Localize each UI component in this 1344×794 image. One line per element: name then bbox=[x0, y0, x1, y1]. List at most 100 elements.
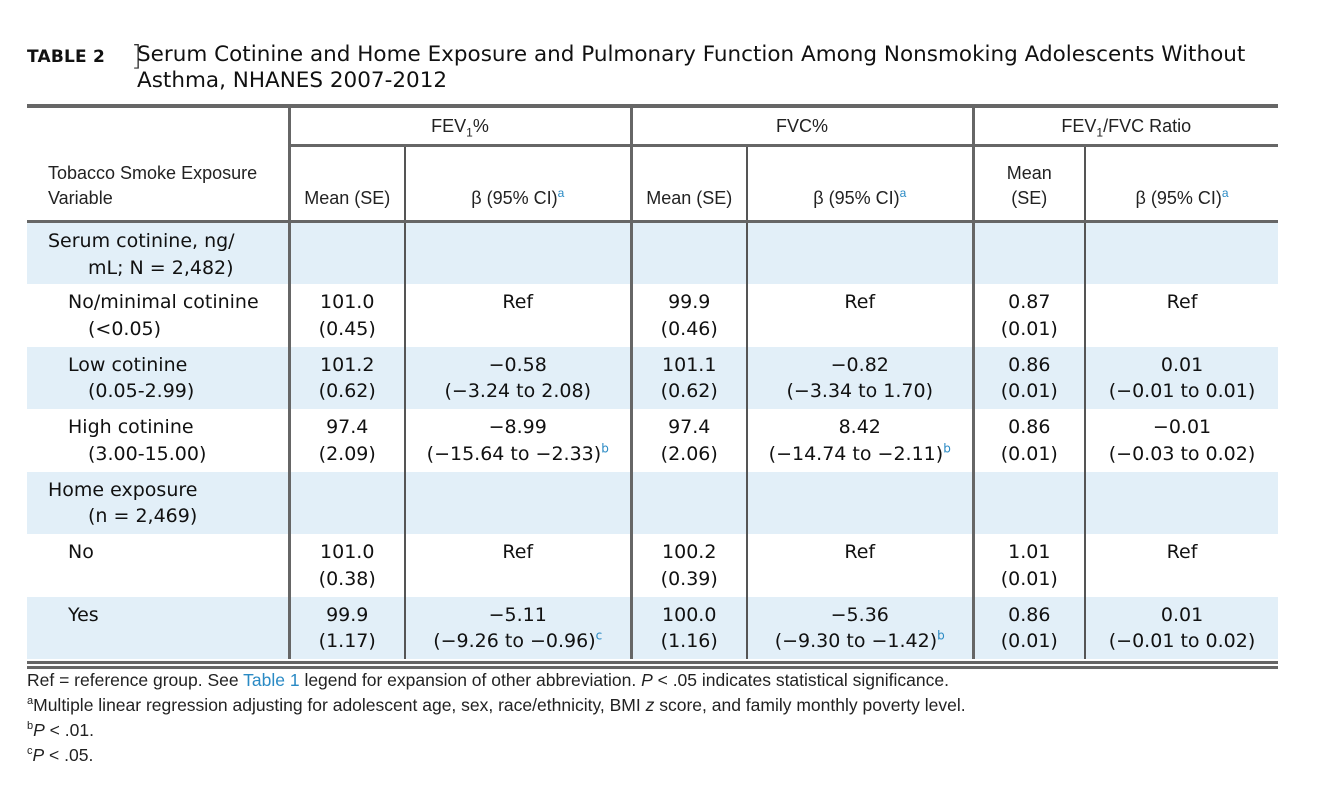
cell-ci: (−14.74 to −2.11) bbox=[768, 442, 944, 465]
footnote-a: aMultiple linear regression adjusting fo… bbox=[27, 695, 966, 715]
table-cell bbox=[971, 471, 1086, 534]
cell-ci: (0.39) bbox=[660, 567, 718, 590]
section-row: Serum cotinine, ng/mL; N = 2,482) bbox=[27, 221, 1279, 284]
cell-ci: (−9.26 to −0.96) bbox=[433, 630, 596, 652]
table-cell: Ref bbox=[404, 534, 631, 597]
cell-value: Ref bbox=[502, 541, 534, 563]
cell-value: Ref bbox=[844, 291, 876, 313]
table-cell: Ref bbox=[1084, 534, 1279, 597]
cell-value: −5.36 bbox=[830, 603, 889, 626]
cell-ci: (0.01) bbox=[1000, 567, 1058, 590]
cell-value: 8.42 bbox=[838, 416, 881, 438]
cell-ci: (−3.24 to 2.08) bbox=[444, 380, 591, 402]
row-label-line1: Serum cotinine, ng/ bbox=[48, 230, 235, 252]
footnote-ref: Ref = reference group. See Table 1 legen… bbox=[27, 670, 949, 690]
row-label: Yes bbox=[27, 596, 289, 659]
footnote-b: bP < .01. bbox=[27, 720, 94, 740]
row-label-line2: (3.00-15.00) bbox=[88, 442, 207, 465]
row-label-line1: No/minimal cotinine bbox=[68, 291, 259, 313]
cell-ci: (−15.64 to −2.33) bbox=[426, 442, 602, 465]
cell-ci: (0.01) bbox=[1000, 317, 1058, 340]
cell-ci: (0.01) bbox=[1000, 442, 1058, 465]
header-col-mean-se: Mean (SE) bbox=[629, 145, 747, 222]
header-column-row: Tobacco Smoke Exposure Variable Mean (SE… bbox=[27, 145, 1279, 222]
row-label: High cotinine (3.00-15.00) bbox=[27, 409, 289, 472]
table-cell bbox=[629, 471, 747, 534]
table-cell: −0.58 (−3.24 to 2.08) bbox=[404, 346, 631, 409]
table-cell: −5.36 (−9.30 to −1.42)b bbox=[745, 596, 974, 659]
table-label: TABLE 2 bbox=[27, 47, 105, 67]
data-table-container: FEV1% FVC% FEV1/FVC Ratio Tobacco Smoke … bbox=[27, 104, 1279, 669]
table-cell: 0.01 (−0.01 to 0.01) bbox=[1084, 346, 1279, 409]
table-cell: 1.01 (0.01) bbox=[971, 534, 1086, 597]
row-label: Low cotinine (0.05-2.99) bbox=[27, 346, 289, 409]
row-label-line1: Yes bbox=[68, 603, 99, 626]
cell-ci: (1.16) bbox=[660, 630, 718, 652]
row-label-line2: (0.05-2.99) bbox=[88, 380, 195, 402]
table1-link[interactable]: Table 1 bbox=[243, 670, 300, 690]
cell-value: −0.01 bbox=[1152, 416, 1212, 438]
header-group-row: FEV1% FVC% FEV1/FVC Ratio bbox=[27, 108, 1279, 147]
bottom-rule bbox=[27, 661, 1278, 664]
footnote-c: cP < .05. bbox=[27, 745, 94, 765]
table-cell: 8.42 (−14.74 to −2.11)b bbox=[745, 409, 974, 472]
cell-value: 0.86 bbox=[1008, 416, 1051, 438]
table-row: No/minimal cotinine (<0.05) 101.0 (0.45) Ref… bbox=[27, 284, 1279, 347]
table-cell bbox=[287, 221, 405, 284]
cell-value: −8.99 bbox=[488, 416, 547, 438]
footnote-marker: b bbox=[937, 628, 945, 643]
cell-value: 0.01 bbox=[1160, 353, 1204, 376]
row-label: Home exposure (n = 2,469) bbox=[27, 471, 289, 534]
table-cell: Ref bbox=[745, 284, 974, 347]
table-cell: 99.9 (1.17) bbox=[287, 596, 405, 659]
table-cell: 0.86 (0.01) bbox=[971, 409, 1086, 472]
cell-ci: (2.09) bbox=[318, 442, 376, 465]
row-label-line1: High cotinine bbox=[68, 416, 194, 438]
footnote-marker: b bbox=[601, 441, 609, 456]
cell-value: Ref bbox=[1166, 291, 1198, 313]
table-cell: 97.4 (2.06) bbox=[629, 409, 747, 472]
header-group-fvc: FVC% bbox=[629, 108, 974, 147]
cell-ci: (−0.01 to 0.01) bbox=[1108, 380, 1256, 402]
table-cell bbox=[404, 221, 631, 284]
table-cell: 101.1 (0.62) bbox=[629, 346, 747, 409]
row-label-line2: (n = 2,469) bbox=[88, 505, 198, 527]
table-cell: 0.86 (0.01) bbox=[971, 596, 1086, 659]
row-label-line1: Low cotinine bbox=[68, 353, 188, 376]
cell-value: 99.9 bbox=[326, 603, 369, 626]
table-row: No 101.0 (0.38) Ref 100.2 (0.39) Ref 1.01 (0.01)… bbox=[27, 534, 1279, 597]
cell-ci: (−3.34 to 1.70) bbox=[786, 380, 934, 402]
table-cell bbox=[971, 221, 1086, 284]
cell-ci: (0.01) bbox=[1000, 630, 1058, 652]
row-label: No/minimal cotinine (<0.05) bbox=[27, 284, 289, 347]
table-cell: Ref bbox=[404, 284, 631, 347]
cell-ci: (0.45) bbox=[318, 317, 376, 340]
cell-value: 97.4 bbox=[326, 416, 369, 438]
cell-ci: (−9.30 to −1.42) bbox=[774, 630, 938, 652]
table-cell: −0.01 (−0.03 to 0.02) bbox=[1084, 409, 1279, 472]
table-cell: 0.87 (0.01) bbox=[971, 284, 1086, 347]
header-col-mean-se: Mean (SE) bbox=[287, 145, 405, 222]
table-cell: 101.2 (0.62) bbox=[287, 346, 405, 409]
cell-value: 100.2 bbox=[662, 541, 717, 563]
cell-value: Ref bbox=[502, 291, 534, 313]
table-cell: Ref bbox=[745, 534, 974, 597]
cell-value: Ref bbox=[844, 541, 876, 563]
cell-value: 101.0 bbox=[320, 541, 375, 563]
footnote-marker: b bbox=[943, 441, 951, 456]
row-label: Serum cotinine, ng/mL; N = 2,482) bbox=[27, 221, 289, 284]
cell-value: 0.87 bbox=[1008, 291, 1051, 313]
row-label-line2: mL; N = 2,482) bbox=[88, 256, 234, 279]
cell-ci: (−0.01 to 0.02) bbox=[1108, 630, 1256, 652]
table-cell: 99.9 (0.46) bbox=[629, 284, 747, 347]
header-group-fev1: FEV1% bbox=[287, 108, 631, 147]
header-empty-cell bbox=[27, 108, 289, 146]
table-cell bbox=[1084, 471, 1279, 534]
section-row: Home exposure (n = 2,469) bbox=[27, 471, 1279, 534]
cell-ci: (−0.03 to 0.02) bbox=[1108, 442, 1256, 465]
row-label-line1: No bbox=[68, 541, 94, 563]
table-cell: 101.0 (0.38) bbox=[287, 534, 405, 597]
cell-value: 101.1 bbox=[662, 353, 717, 376]
header-col-mean-se: Mean (SE) bbox=[971, 145, 1086, 222]
cell-value: 101.0 bbox=[320, 291, 375, 313]
